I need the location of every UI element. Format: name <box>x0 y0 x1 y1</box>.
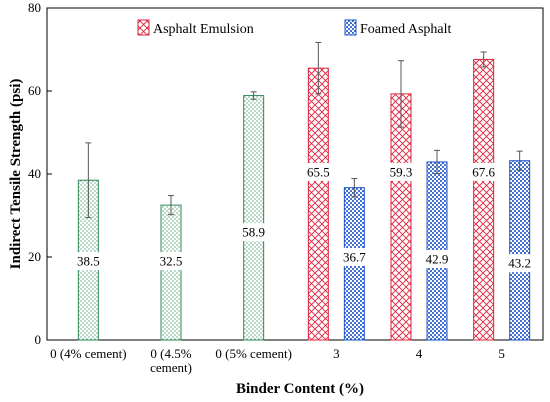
x-tick-label: 4 <box>416 346 423 361</box>
bars: 38.5 32.5 58.9 65.5 36.7 59.3 42.9 67.6 43.2 <box>72 41 536 341</box>
data-label: 67.6 <box>472 164 495 179</box>
legend-label-asphalt-emulsion: Asphalt Emulsion <box>153 22 254 37</box>
data-label: 32.5 <box>160 254 183 269</box>
data-label-box <box>72 252 105 271</box>
legend: Asphalt Emulsion Foamed Asphalt <box>137 19 451 37</box>
data-label: 36.7 <box>343 250 366 265</box>
data-label: 59.3 <box>390 164 413 179</box>
legend-label-foamed-asphalt: Foamed Asphalt <box>360 22 451 37</box>
bar-foamed-asphalt <box>509 160 531 341</box>
y-tick-label: 60 <box>28 83 41 98</box>
data-label-box <box>237 223 270 242</box>
x-tick-label: 5 <box>498 346 505 361</box>
data-label: 43.2 <box>508 256 531 271</box>
data-label-box <box>421 250 453 269</box>
data-label-box <box>385 162 417 181</box>
y-tick-label: 0 <box>35 332 42 347</box>
x-tick-label: 0 (4% cement) <box>50 346 127 361</box>
y-axis-title: Indirect Tensile Strength (psi) <box>8 79 24 270</box>
data-label-box <box>338 248 371 266</box>
x-tick-label: 0 (5% cement) <box>215 346 292 361</box>
legend-swatch-asphalt-emulsion <box>137 19 150 36</box>
x-tick-label: 3 <box>333 346 340 361</box>
x-tick-label: 0 (4.5% <box>150 346 191 361</box>
data-label: 58.9 <box>242 225 265 240</box>
data-label: 42.9 <box>426 252 449 267</box>
y-tick-label: 40 <box>28 166 41 181</box>
x-axis: 0 (4% cement) 0 (4.5%cement) 0 (5% cement)… <box>50 346 505 375</box>
bar-asphalt-emulsion <box>307 67 329 341</box>
data-label-box <box>155 252 187 271</box>
data-label: 38.5 <box>77 254 100 269</box>
data-label: 65.5 <box>307 164 330 179</box>
bar-cement-only <box>160 204 182 341</box>
bar-asphalt-emulsion <box>390 93 412 341</box>
bar-asphalt-emulsion <box>473 58 495 341</box>
y-tick-label: 20 <box>28 249 41 264</box>
y-tick-label: 80 <box>28 0 41 15</box>
x-axis-title: Binder Content (%) <box>236 381 364 397</box>
y-axis: 0 20 40 60 80 <box>28 0 52 347</box>
data-label-box <box>302 162 335 181</box>
data-label-box <box>503 254 536 273</box>
bar-cement-only <box>243 95 265 341</box>
data-label-box <box>467 162 500 181</box>
x-tick-label: cement) <box>150 360 192 375</box>
legend-swatch-foamed-asphalt <box>344 19 357 36</box>
